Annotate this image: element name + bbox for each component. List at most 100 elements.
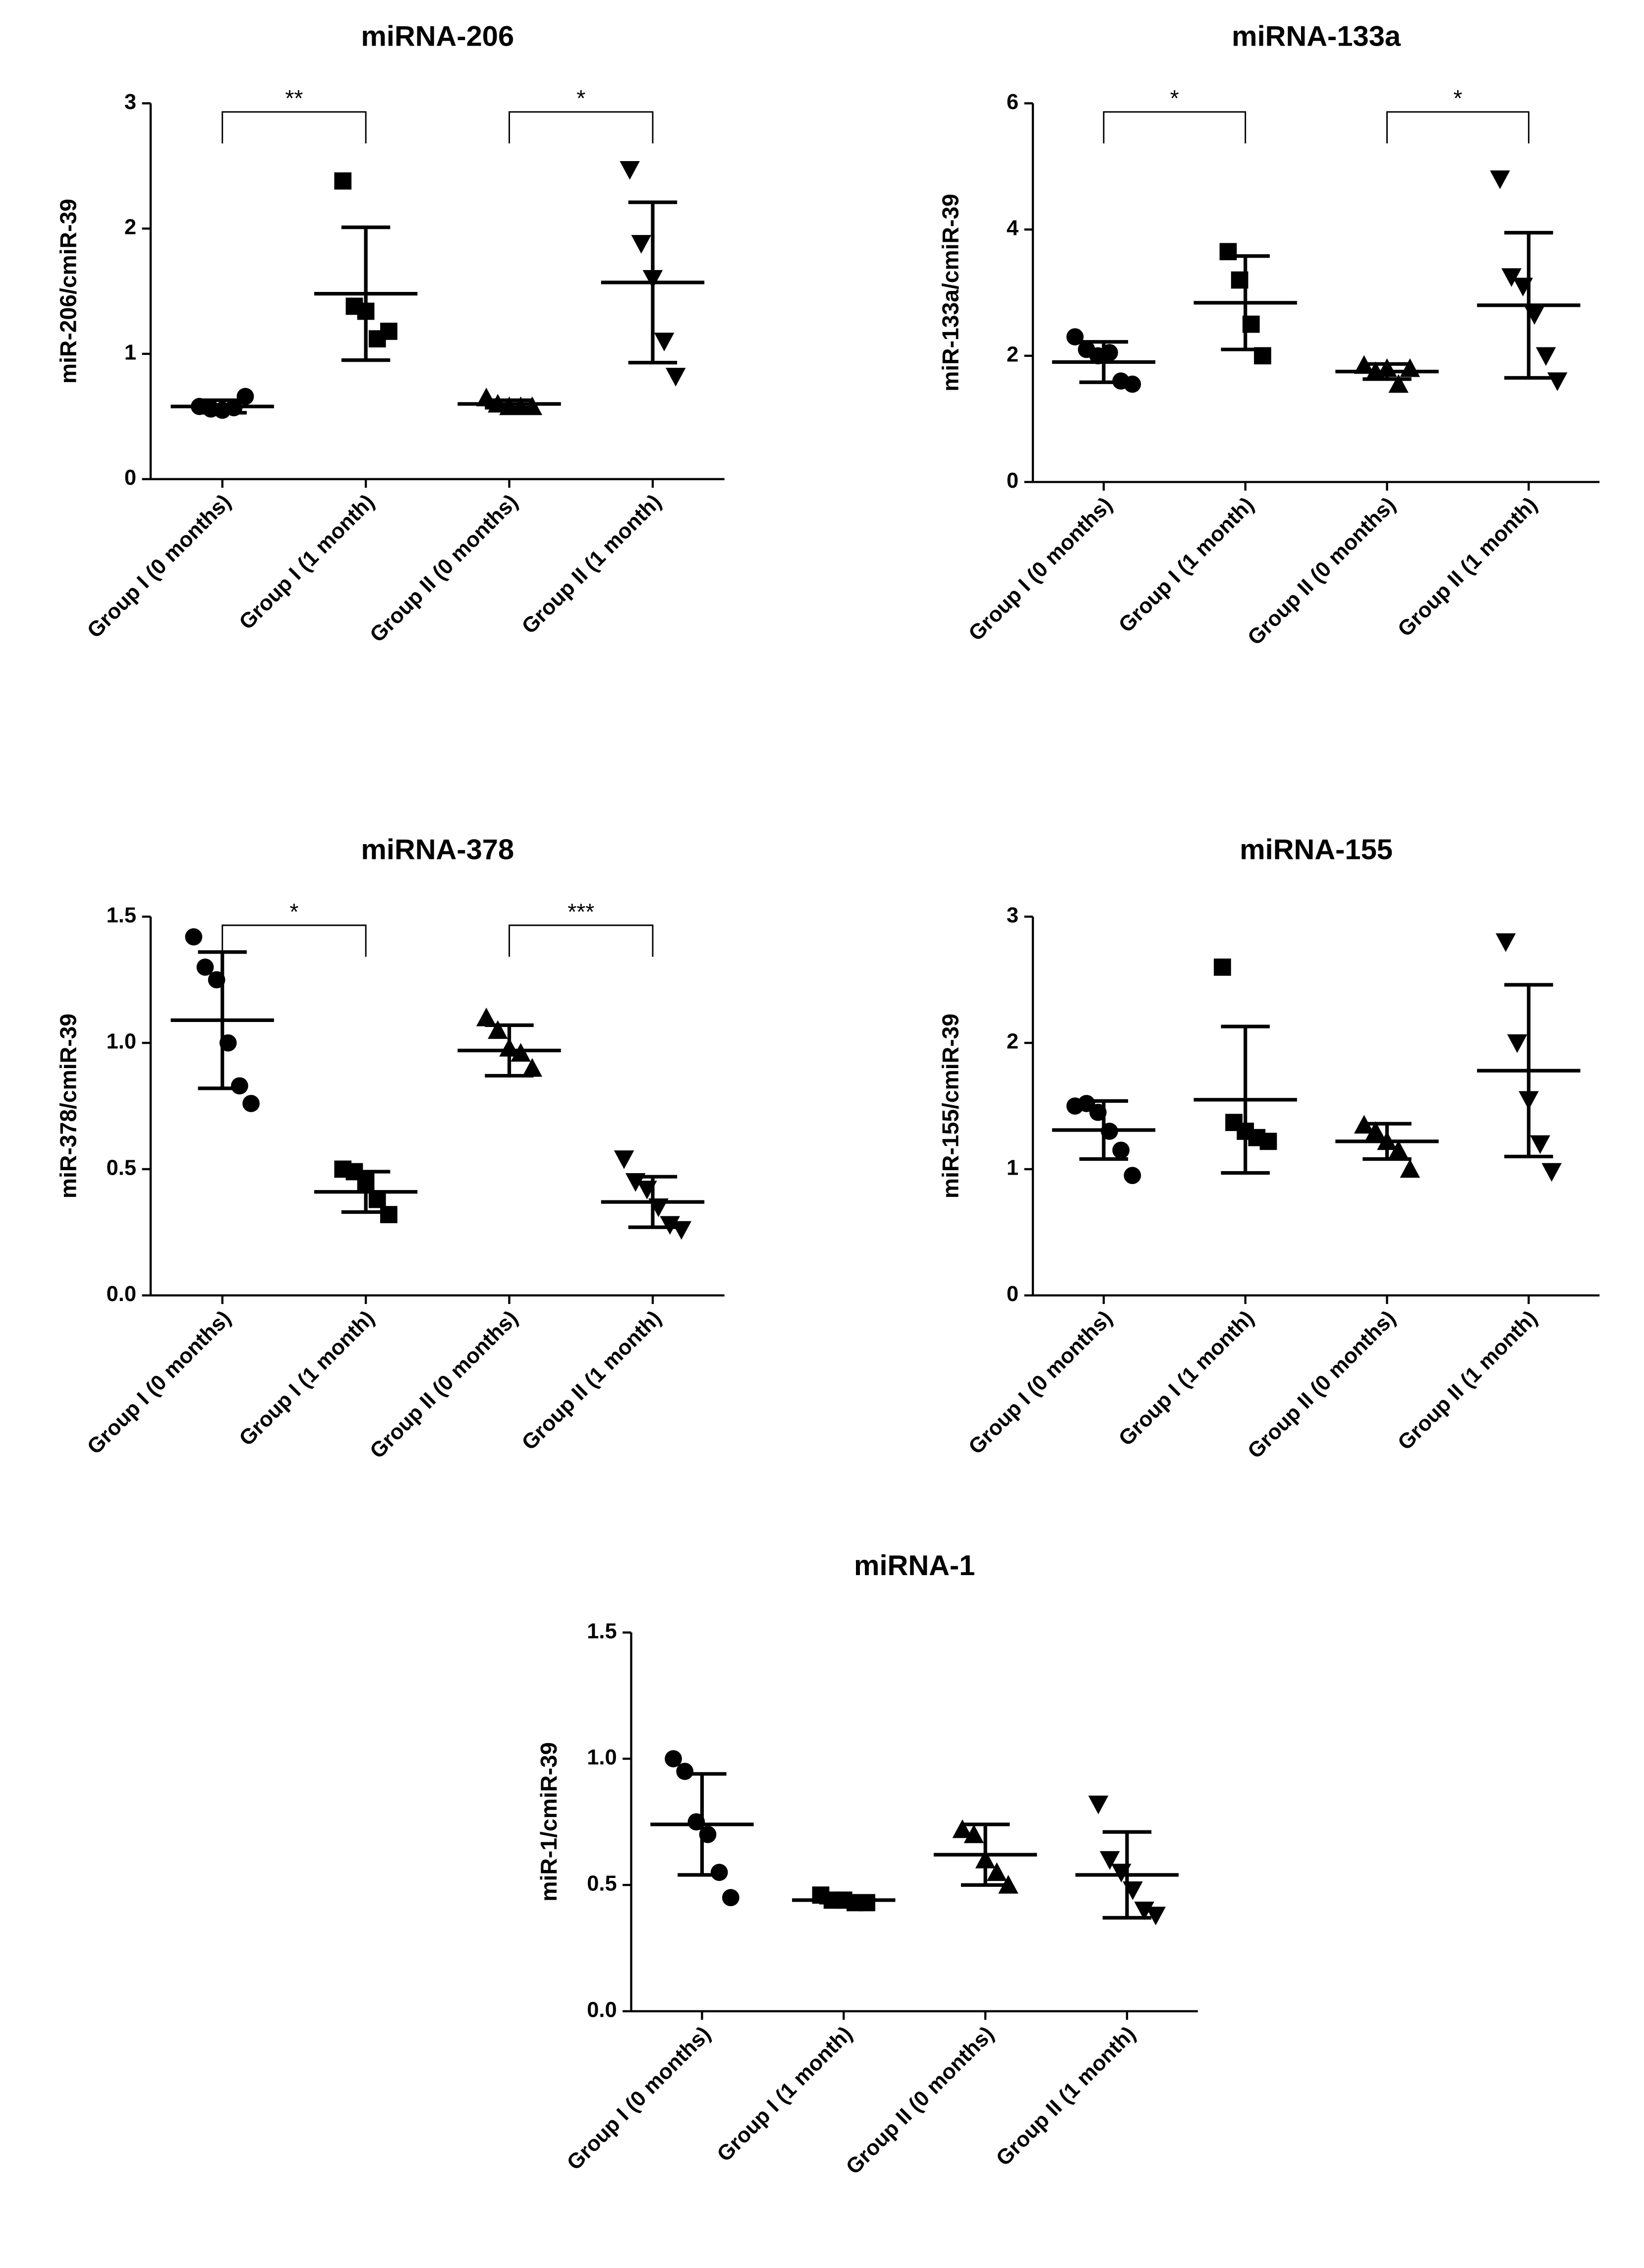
point [614, 1150, 634, 1169]
x-tick-label: Group I (0 months) [964, 493, 1117, 645]
x-tick-label: Group I (0 months) [83, 490, 235, 642]
significance-label: * [576, 85, 585, 111]
x-tick-label: Group II (1 month) [1393, 493, 1542, 641]
error-bar [341, 226, 391, 362]
point [522, 1058, 543, 1077]
x-tick-label: Group II (1 month) [992, 2022, 1140, 2171]
significance-label: ** [285, 85, 303, 111]
chart-title: miRNA-378 [361, 834, 514, 866]
x-tick-label: Group I (1 month) [234, 490, 379, 634]
panel: miRNA-133a miR-133a/cmiR-39 0 2 4 6 Group I (0… [937, 21, 1600, 650]
point [631, 235, 652, 254]
error-bar [1079, 340, 1129, 384]
error-bar [819, 1896, 868, 1905]
significance-label: * [289, 899, 298, 924]
panel: miRNA-1 miR-1/cmiR-39 0.0 0.5 1.0 1.5 Group I … [536, 1550, 1198, 2179]
point [665, 1750, 682, 1767]
point [1400, 1159, 1420, 1178]
y-tick-label: 0.5 [587, 1872, 617, 1896]
y-tick-label: 1 [124, 340, 136, 364]
error-bar [341, 1170, 391, 1214]
point [1214, 959, 1231, 976]
y-tick-label: 2 [1007, 1030, 1019, 1054]
panel: miRNA-155 miR-155/cmiR-39 0 1 2 3 Group I (0 m… [937, 834, 1600, 1463]
error-bar [1221, 254, 1270, 351]
x-tick-label: Group II (0 months) [365, 1306, 522, 1463]
point [654, 333, 675, 351]
error-bar [1221, 1024, 1270, 1175]
point [620, 161, 640, 180]
significance-bracket [1103, 111, 1247, 144]
point [1535, 347, 1556, 366]
chart-title: miRNA-133a [1232, 21, 1401, 53]
point [1388, 374, 1409, 393]
significance-bracket [1386, 111, 1530, 144]
point [1530, 1135, 1550, 1154]
significance-bracket [222, 111, 367, 144]
point [710, 1864, 728, 1881]
x-tick-label: Group I (1 month) [1114, 493, 1258, 637]
y-tick-label: 2 [124, 216, 136, 239]
y-tick-label: 4 [1007, 217, 1019, 240]
error-bar [198, 398, 247, 415]
x-tick-label: Group II (1 month) [517, 1306, 666, 1455]
point [1495, 933, 1516, 952]
y-tick-label: 1.5 [587, 1619, 617, 1643]
point [196, 959, 214, 976]
significance-label: *** [567, 899, 594, 924]
significance-label: * [1170, 85, 1179, 111]
error-bar [961, 1822, 1010, 1887]
y-axis-label: miR-206/cmiR-39 [55, 199, 81, 384]
x-tick-label: Group I (1 month) [234, 1306, 379, 1450]
x-tick-label: Group II (0 months) [1243, 493, 1400, 650]
x-tick-label: Group I (0 months) [83, 1306, 235, 1459]
y-tick-label: 0.5 [107, 1156, 136, 1180]
point [671, 1221, 692, 1240]
point [666, 368, 686, 387]
x-tick-label: Group I (0 months) [563, 2022, 715, 2175]
point [236, 388, 254, 405]
y-tick-label: 1.0 [107, 1030, 136, 1054]
chart-title: miRNA-206 [361, 21, 514, 53]
point [1541, 1163, 1562, 1182]
x-tick-label: Group I (0 months) [964, 1306, 1117, 1459]
y-tick-label: 3 [1007, 904, 1019, 927]
point [1547, 372, 1568, 392]
x-tick-label: Group II (0 months) [1243, 1306, 1400, 1463]
y-tick-label: 0 [1007, 1282, 1019, 1306]
chart-title: miRNA-155 [1240, 834, 1393, 866]
y-axis-label: miR-133a/cmiR-39 [937, 194, 963, 392]
point [1099, 1851, 1120, 1870]
point [488, 1020, 508, 1039]
point [334, 172, 352, 190]
point [1490, 170, 1510, 189]
point [1088, 1795, 1109, 1814]
point [380, 1206, 397, 1223]
error-bar [1362, 362, 1412, 381]
point [676, 1762, 694, 1780]
panel: miRNA-378 miR-378/cmiR-39 0.0 0.5 1.0 1.5 Grou… [55, 834, 725, 1463]
chart-title: miRNA-1 [854, 1550, 975, 1582]
point [242, 1095, 260, 1112]
y-tick-label: 0.0 [587, 1998, 617, 2022]
y-axis-label: miR-155/cmiR-39 [937, 1014, 963, 1198]
point [1501, 268, 1522, 287]
x-tick-label: Group II (1 month) [1393, 1306, 1542, 1455]
y-tick-label: 1.0 [587, 1746, 617, 1769]
x-tick-label: Group I (1 month) [1114, 1306, 1258, 1450]
significance-bracket [509, 111, 654, 144]
error-bar [1102, 1830, 1152, 1920]
error-bar [678, 1772, 727, 1877]
point [510, 1043, 531, 1062]
point [231, 1077, 248, 1095]
point [1259, 1133, 1277, 1150]
error-bar [1079, 1099, 1129, 1161]
point [952, 1819, 973, 1838]
point [1507, 1034, 1528, 1053]
y-tick-label: 0 [124, 466, 136, 490]
y-tick-label: 0 [1007, 469, 1019, 493]
error-bar [628, 1175, 678, 1229]
significance-bracket [222, 924, 367, 957]
